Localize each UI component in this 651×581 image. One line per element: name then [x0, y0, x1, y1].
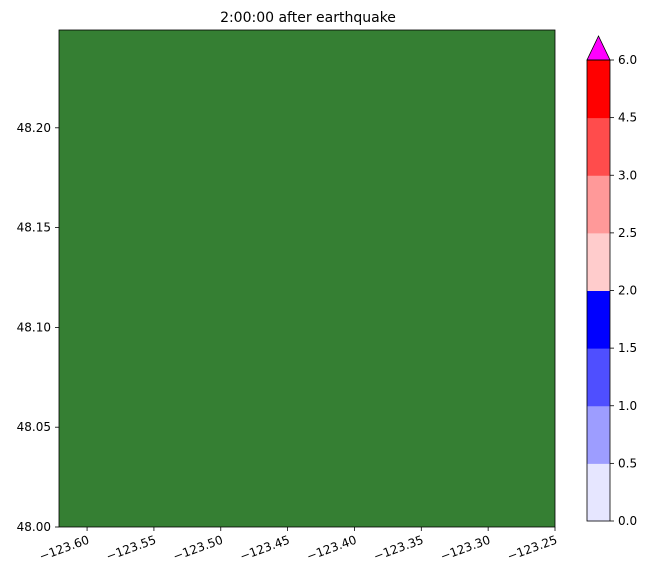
y-tick-label: 48.10	[17, 320, 51, 334]
y-tick-label: 48.00	[17, 520, 51, 534]
colorbar-tick-label: 1.0	[618, 399, 637, 413]
x-tick-label: −123.25	[505, 533, 559, 564]
y-tick-label: 48.05	[17, 420, 51, 434]
colorbar-tick-label: 0.0	[618, 514, 637, 528]
colorbar-tick-label: 0.5	[618, 456, 637, 470]
colorbar-tick-label: 2.5	[618, 226, 637, 240]
x-tick-label: −123.55	[104, 533, 158, 564]
x-tick-label: −123.45	[238, 533, 292, 564]
colorbar-segment	[587, 348, 610, 407]
x-tick-label: −123.50	[171, 533, 225, 564]
colorbar: 0.0 0.5 1.0 1.5 2.0 2.5 3.0 4.5 6.0	[586, 35, 637, 528]
heatmap-field	[59, 30, 555, 527]
y-tick-label: 48.15	[17, 221, 51, 235]
colorbar-segment	[587, 290, 610, 349]
chart-title: 2:00:00 after earthquake	[220, 10, 396, 26]
x-tick-label: −123.60	[37, 533, 91, 564]
colorbar-tick-label: 4.5	[618, 111, 637, 125]
colorbar-tick-label: 1.5	[618, 341, 637, 355]
x-tick-label: −123.30	[438, 533, 492, 564]
main-axes: −123.60 −123.55 −123.50 −123.45 −123.40 −123.…	[17, 29, 559, 564]
colorbar-segment	[587, 232, 610, 291]
colorbar-tick-label: 6.0	[618, 53, 637, 67]
y-tick-label: 48.20	[17, 121, 51, 135]
x-tick-label: −123.40	[305, 533, 359, 564]
plot-frame	[58, 29, 556, 528]
x-tick-label: −123.35	[372, 533, 426, 564]
colorbar-segment	[587, 60, 610, 119]
colorbar-segment	[587, 405, 610, 464]
colorbar-segment	[587, 463, 610, 522]
colorbar-tick-label: 3.0	[618, 168, 637, 182]
colorbar-extend-arrow	[586, 35, 611, 61]
colorbar-segment	[587, 175, 610, 234]
colorbar-segment	[587, 117, 610, 176]
colorbar-tick-label: 2.0	[618, 284, 637, 298]
